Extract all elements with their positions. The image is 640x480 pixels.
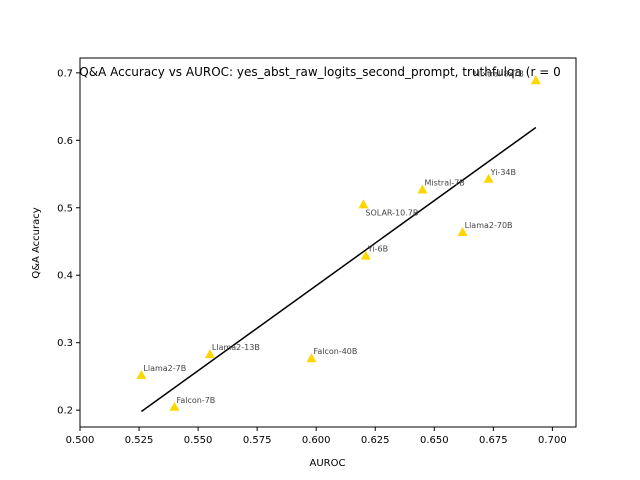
x-tick-label: 0.600 [302, 435, 331, 446]
x-tick-label: 0.575 [243, 435, 272, 446]
point-label: Llama2-13B [212, 343, 260, 352]
data-point [530, 75, 541, 85]
x-axis-ticks: 0.500 0.525 0.550 0.575 0.600 0.625 0.650 0.675… [66, 427, 567, 446]
data-point [358, 199, 369, 209]
y-tick-label: 0.7 [57, 68, 73, 79]
y-tick-label: 0.6 [57, 136, 73, 147]
regression-line [140, 126, 537, 413]
x-tick-label: 0.700 [538, 435, 567, 446]
point-label: Llama2-70B [465, 221, 513, 230]
data-point [306, 353, 317, 363]
point-label: Llama2-7B [143, 364, 186, 373]
point-label: Yi-6B [367, 245, 388, 254]
point-label: SOLAR-10.7B [365, 208, 418, 217]
y-tick-label: 0.2 [57, 406, 73, 417]
x-tick-label: 0.650 [420, 435, 449, 446]
y-axis-label: Q&A Accuracy [31, 207, 42, 278]
chart-title: Q&A Accuracy vs AUROC: yes_abst_raw_logi… [79, 65, 560, 79]
y-axis-ticks: 0.2 0.3 0.4 0.5 0.6 0.7 [57, 68, 80, 417]
point-label: Mixtral-8x7B [473, 69, 524, 78]
y-tick-label: 0.3 [57, 338, 73, 349]
x-axis-label: AUROC [310, 458, 346, 469]
data-point [417, 184, 428, 194]
y-tick-label: 0.4 [57, 271, 73, 282]
plot-area: Mixtral-8x7B Yi-34B Mistral-7B SOLAR-10.7B L… [136, 69, 541, 413]
y-tick-label: 0.5 [57, 203, 73, 214]
data-point [136, 370, 147, 380]
x-tick-label: 0.500 [66, 435, 95, 446]
point-label: Mistral-7B [424, 179, 464, 188]
x-tick-label: 0.625 [361, 435, 390, 446]
x-tick-label: 0.525 [125, 435, 154, 446]
point-label: Yi-34B [490, 168, 516, 177]
data-point [204, 349, 215, 359]
data-point [360, 250, 371, 260]
data-point [169, 401, 180, 411]
x-tick-label: 0.675 [479, 435, 508, 446]
point-label: Falcon-7B [176, 396, 215, 405]
plot-frame [79, 57, 577, 428]
x-tick-label: 0.550 [184, 435, 213, 446]
point-label: Falcon-40B [313, 347, 357, 356]
data-point [457, 227, 468, 237]
data-point [483, 173, 494, 183]
